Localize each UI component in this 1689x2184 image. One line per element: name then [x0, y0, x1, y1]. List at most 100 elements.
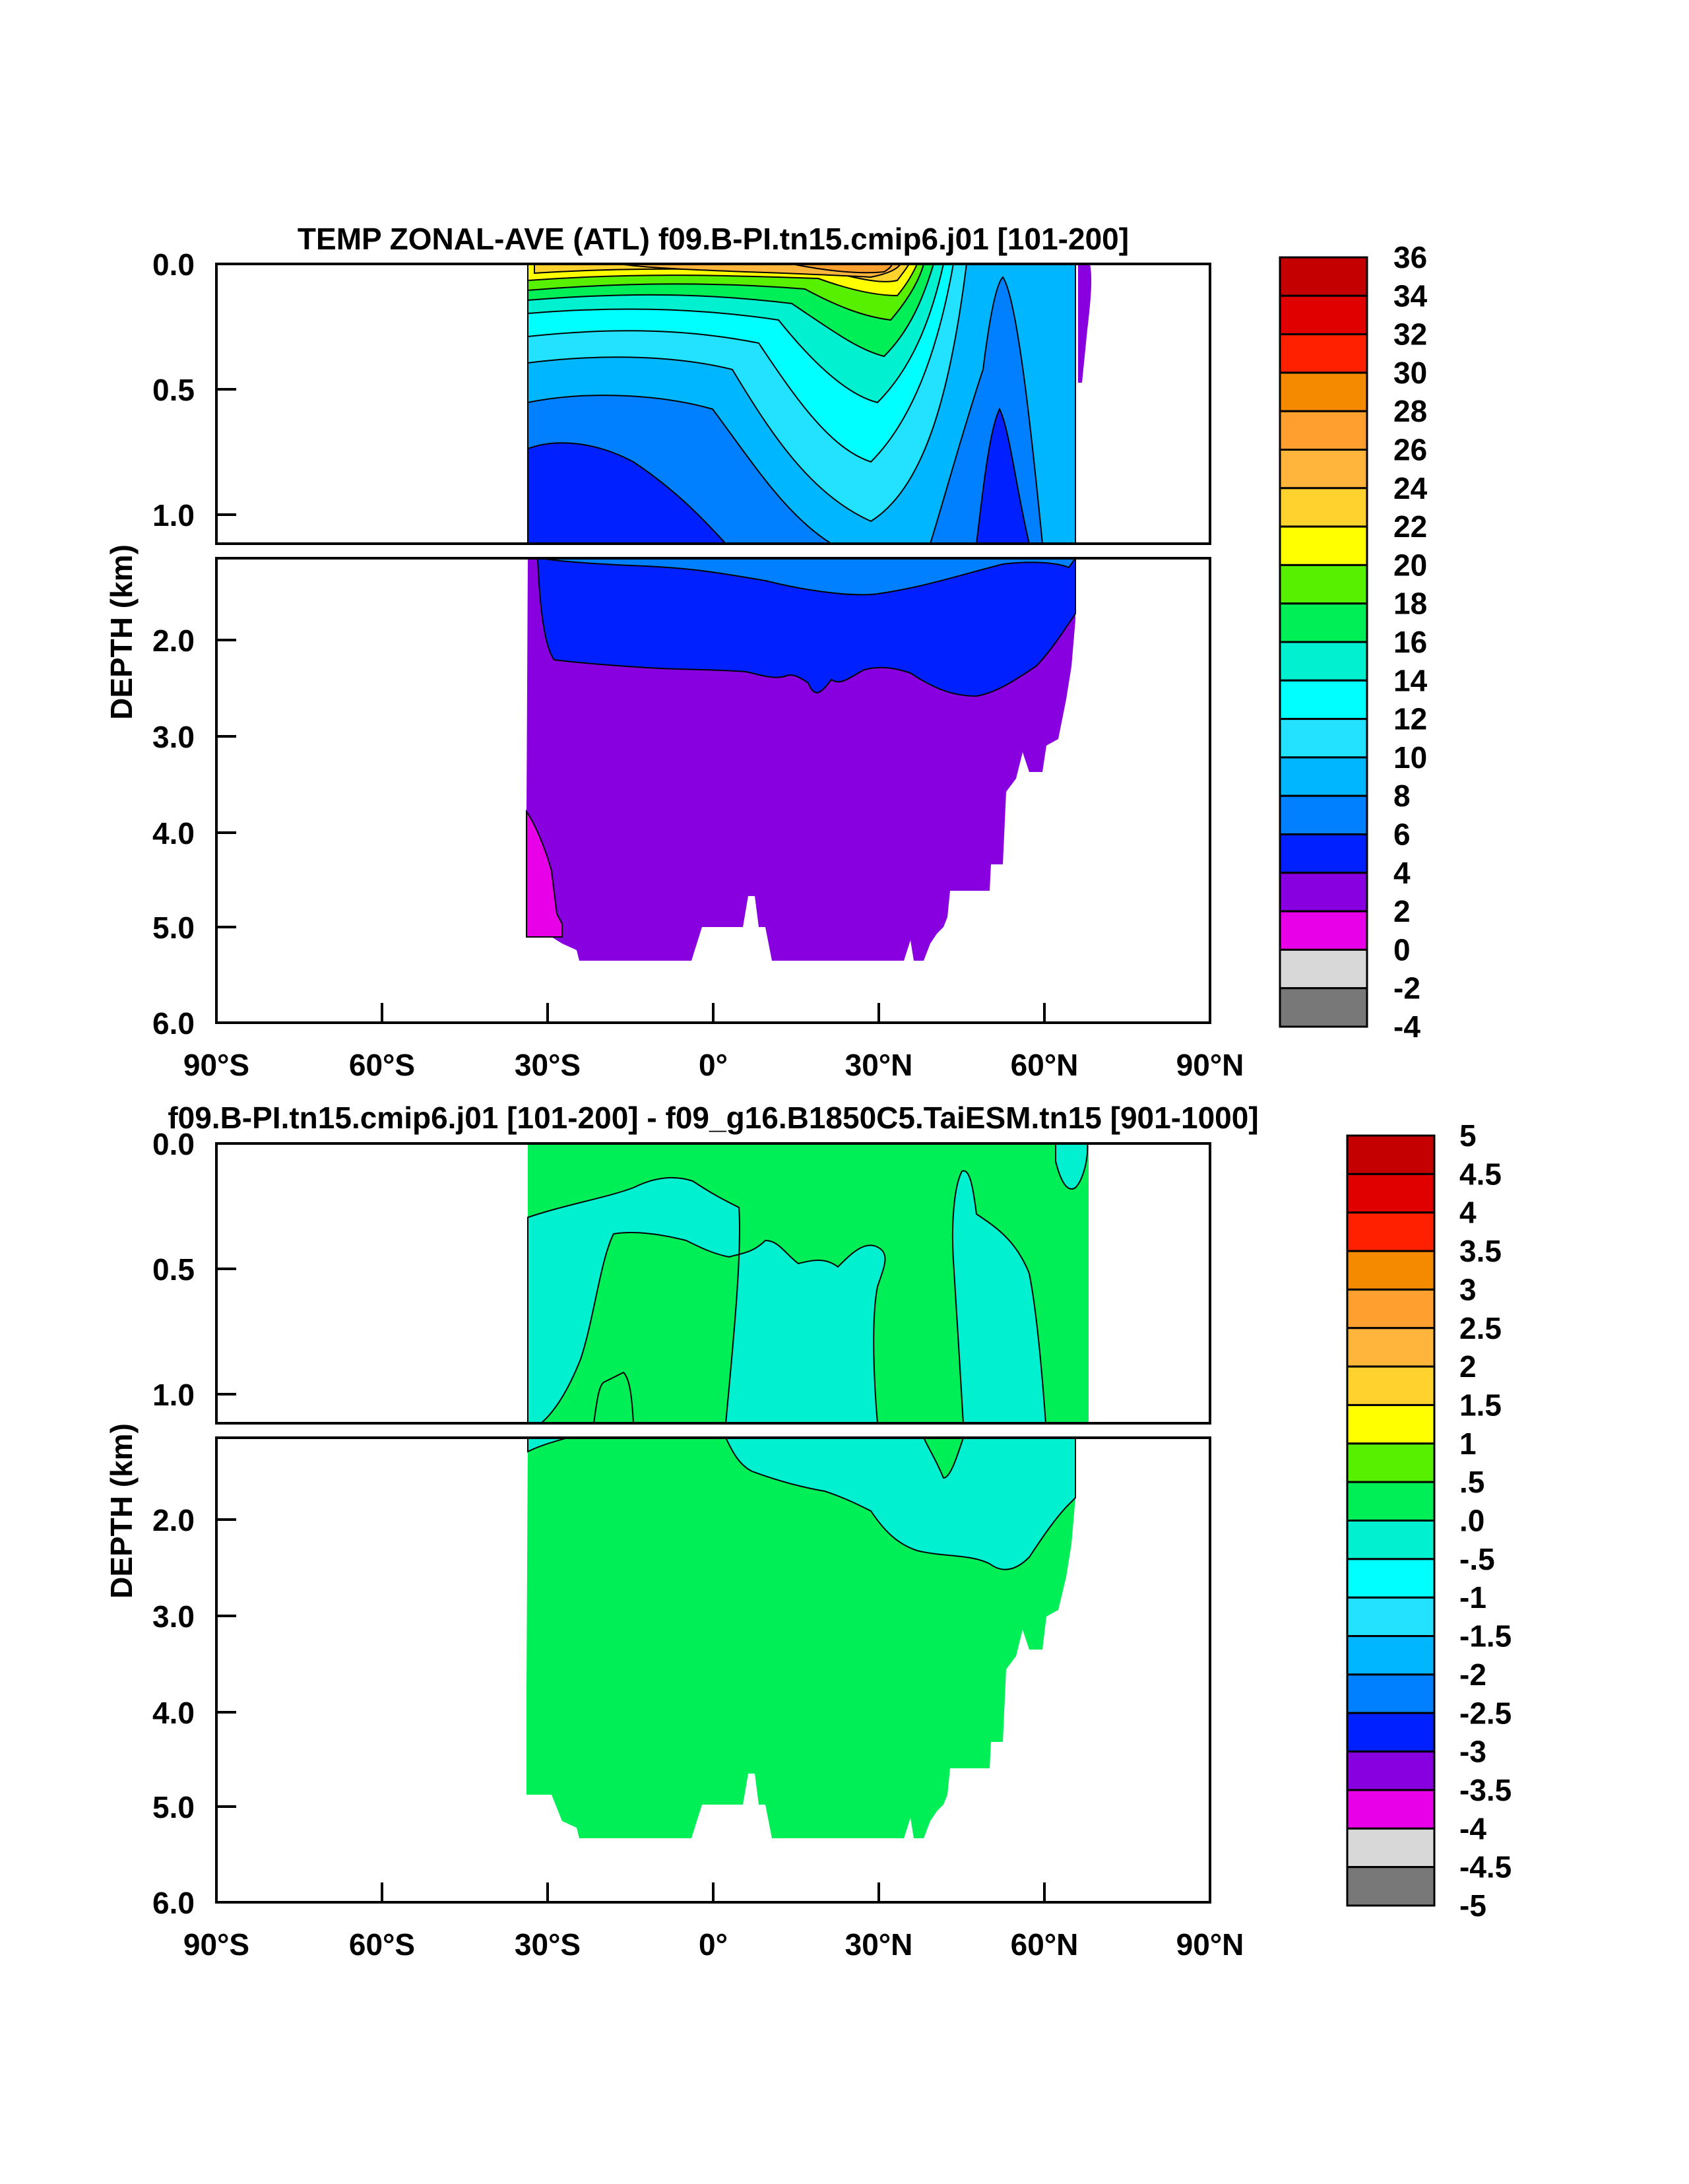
colorbar-2-swatch-9	[1346, 1481, 1436, 1522]
field-diff-neg0.5-0-north	[951, 1170, 1047, 1423]
colorbar-1-swatch-5	[1279, 449, 1368, 490]
panel-1-y-axis	[216, 263, 236, 1024]
panel-2-ytick-3: 2.0	[152, 1503, 195, 1537]
colorbar-2-label-19: -4.5	[1459, 1850, 1512, 1884]
colorbar-2-label-20: -5	[1459, 1888, 1486, 1923]
panel-2-y-axis	[216, 1142, 236, 1904]
colorbar-2-label-11: -.5	[1459, 1542, 1495, 1576]
colorbar-2-swatch-18	[1346, 1827, 1436, 1869]
colorbar-2-label-16: -3	[1459, 1735, 1486, 1769]
field-region-4-6	[527, 442, 727, 544]
colorbar-2-swatch-11	[1346, 1558, 1436, 1599]
colorbar-2-swatch-16	[1346, 1750, 1436, 1791]
colorbar-1-label-1: 34	[1393, 278, 1428, 313]
panel-2-ytick-2: 1.0	[152, 1378, 195, 1412]
colorbar-1-swatch-10	[1279, 641, 1368, 682]
colorbar-1-swatch-8	[1279, 563, 1368, 605]
colorbar-2-label-14: -2	[1459, 1657, 1486, 1692]
field-region-26-28	[791, 264, 893, 274]
colorbar-2-swatch-0	[1346, 1134, 1436, 1175]
colorbar-2-swatch-1	[1346, 1172, 1436, 1214]
panel-2-xtick-4: 30°N	[845, 1927, 913, 1962]
colorbar-2-label-18: -4	[1459, 1811, 1486, 1846]
colorbar-1-swatch-2	[1279, 333, 1368, 374]
colorbar-2-swatch-12	[1346, 1596, 1436, 1638]
colorbar-1-label-9: 18	[1393, 587, 1427, 621]
colorbar-2-swatch-8	[1346, 1442, 1436, 1483]
panel-1-xtick-4: 30°N	[845, 1048, 913, 1082]
colorbar-1-label-12: 12	[1393, 702, 1427, 736]
colorbar-1-label-16: 4	[1393, 856, 1411, 890]
panel-1-ytick-1: 0.5	[152, 373, 195, 407]
panel-1-ytick-2: 1.0	[152, 498, 195, 532]
panel-1-xtick-2: 30°S	[515, 1048, 581, 1082]
panel-1-xtick-1: 60°S	[349, 1048, 415, 1082]
colorbar-1-swatch-14	[1279, 794, 1368, 835]
panel-1-upper-field	[527, 264, 1092, 544]
colorbar-1-swatch-13	[1279, 756, 1368, 797]
colorbar-2-swatch-5	[1346, 1327, 1436, 1368]
panel-1-ytick-7: 6.0	[152, 1006, 195, 1041]
panel-2-upper-field	[527, 1143, 1089, 1423]
colorbar-1-label-2: 32	[1393, 317, 1427, 352]
field-diff-neg0.5-0	[527, 1176, 886, 1423]
colorbar-1-label-18: 0	[1393, 932, 1411, 967]
panel-2-x-axis	[215, 1882, 1211, 1902]
field-region-0-2	[526, 809, 563, 938]
colorbar-1-label-3: 30	[1393, 356, 1427, 390]
panel-1: TEMP ZONAL-AVE (ATL) f09.B-PI.tn15.cmip6…	[104, 222, 1428, 1082]
colorbar-1-swatch-15	[1279, 833, 1368, 874]
panel-2-lower-field	[526, 1438, 1076, 1838]
colorbar-1-swatch-7	[1279, 525, 1368, 566]
colorbar-2-swatch-3	[1346, 1250, 1436, 1291]
field-diff-0-0.5-patch	[592, 1371, 635, 1423]
panel-2: f09.B-PI.tn15.cmip6.j01 [101-200] - f09_…	[104, 1101, 1512, 1962]
colorbar-2-label-7: 1.5	[1459, 1388, 1502, 1422]
colorbar-2-label-3: 3.5	[1459, 1234, 1502, 1268]
panel-1-xtick-6: 90°N	[1176, 1048, 1244, 1082]
panel-1-ylabel: DEPTH (km)	[104, 544, 139, 720]
colorbar-1-swatch-6	[1279, 487, 1368, 528]
colorbar-2-label-6: 2	[1459, 1349, 1477, 1384]
colorbar-2-swatch-14	[1346, 1673, 1436, 1714]
panel-1-xtick-3: 0°	[699, 1048, 728, 1082]
colorbar-1-label-14: 8	[1393, 779, 1411, 813]
colorbar-1-label-17: 2	[1393, 894, 1411, 928]
colorbar-1-swatch-4	[1279, 410, 1368, 451]
colorbar-1-label-7: 22	[1393, 509, 1427, 544]
colorbar-2-label-13: -1.5	[1459, 1619, 1512, 1654]
panel-2-xtick-0: 90°S	[183, 1927, 249, 1962]
colorbar-2-label-1: 4.5	[1459, 1157, 1502, 1191]
panel-2-ytick-5: 4.0	[152, 1696, 195, 1730]
colorbar-2-label-12: -1	[1459, 1580, 1486, 1615]
colorbar-1-swatch-16	[1279, 872, 1368, 913]
colorbar-1-label-10: 16	[1393, 625, 1427, 659]
colorbar-1-swatch-17	[1279, 910, 1368, 951]
colorbar-1-swatch-11	[1279, 679, 1368, 721]
panel-1-xtick-5: 60°N	[1011, 1048, 1079, 1082]
panel-1-upper-frame	[215, 263, 1211, 545]
colorbar-1-label-20: -4	[1393, 1010, 1420, 1044]
field-diff-neg0.5-0-coastal	[1055, 1143, 1089, 1190]
colorbar-1-label-11: 14	[1393, 663, 1428, 697]
colorbar-1-swatch-0	[1279, 256, 1368, 297]
panel-2-ytick-7: 6.0	[152, 1886, 195, 1920]
colorbar-2-swatch-4	[1346, 1288, 1436, 1330]
colorbar-2-label-17: -3.5	[1459, 1773, 1512, 1807]
colorbar-1-label-5: 26	[1393, 433, 1427, 467]
field-diff-neg0.5-0-deep	[724, 1438, 1076, 1570]
colorbar-1-label-8: 20	[1393, 548, 1427, 582]
colorbar-2-label-15: -2.5	[1459, 1696, 1512, 1730]
colorbar-1-swatch-1	[1279, 294, 1368, 336]
colorbar-2-swatch-6	[1346, 1365, 1436, 1406]
colorbar-2-swatch-10	[1346, 1520, 1436, 1560]
panel-2-ytick-4: 3.0	[152, 1599, 195, 1634]
panel-2-title: f09.B-PI.tn15.cmip6.j01 [101-200] - f09_…	[168, 1101, 1258, 1135]
panel-1-ytick-4: 3.0	[152, 720, 195, 754]
panel-2-ytick-1: 0.5	[152, 1252, 195, 1287]
colorbar-1-label-19: -2	[1393, 971, 1420, 1006]
colorbar-1-label-4: 28	[1393, 394, 1427, 428]
colorbar-1-swatch-12	[1279, 718, 1368, 759]
